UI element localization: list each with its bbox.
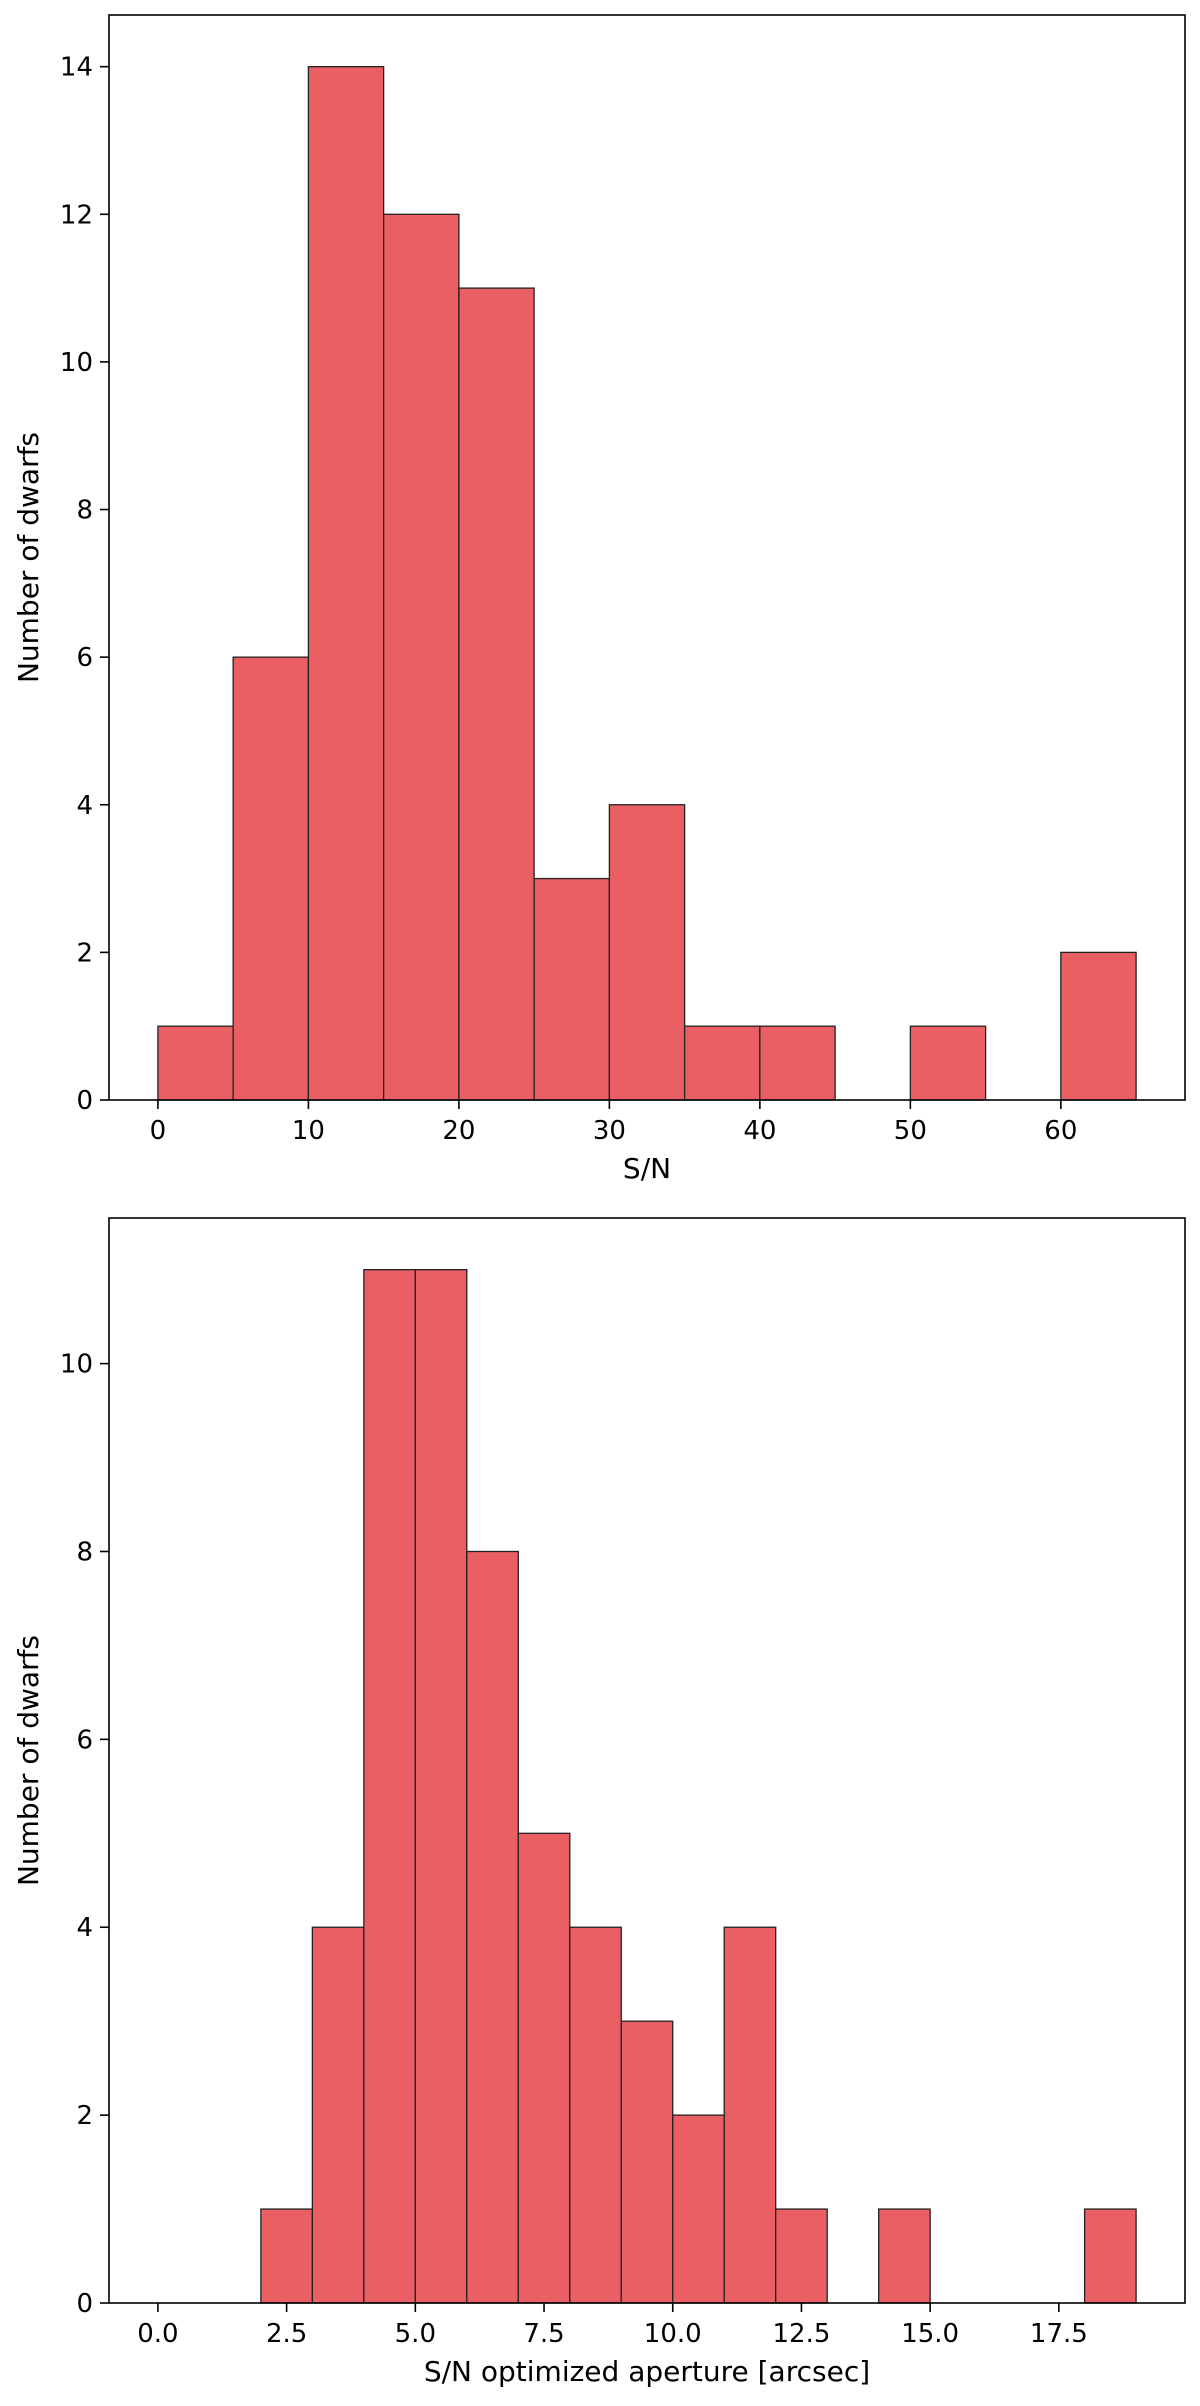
y-tick-label: 8 bbox=[76, 1537, 93, 1567]
histogram-bar bbox=[458, 287, 535, 1101]
histogram-bar bbox=[232, 656, 310, 1101]
histogram-bar bbox=[620, 2020, 674, 2304]
histogram-bar bbox=[1083, 2208, 1137, 2304]
histogram-bar bbox=[260, 2208, 314, 2304]
histogram-bar bbox=[363, 1269, 416, 2304]
histogram-bar bbox=[517, 1832, 571, 2304]
histogram-bar bbox=[414, 1269, 468, 2304]
x-tick-label: 50 bbox=[894, 1116, 927, 1146]
x-tick-label: 12.5 bbox=[773, 2319, 831, 2349]
x-tick-label: 17.5 bbox=[1030, 2319, 1088, 2349]
x-tick-label: 10 bbox=[292, 1116, 325, 1146]
histogram-bar bbox=[569, 1926, 622, 2304]
histogram-bar bbox=[307, 66, 385, 1101]
y-tick-label: 2 bbox=[76, 2101, 93, 2131]
histogram-panel-signal-to-noise: S/N Number of dwarfs 0 10 20 30 40 50 60 0 2 4 6 8 1… bbox=[12, 14, 1186, 1185]
x-tick-label: 30 bbox=[593, 1116, 626, 1146]
y-tick-label: 10 bbox=[60, 348, 93, 378]
histogram-bar bbox=[533, 877, 611, 1101]
x-tick-label: 0 bbox=[150, 1116, 167, 1146]
histogram-bar bbox=[608, 804, 686, 1101]
y-tick-label: 14 bbox=[60, 53, 93, 83]
x-tick-label: 20 bbox=[442, 1116, 475, 1146]
plot-frame bbox=[108, 14, 1186, 1101]
histogram-bar bbox=[466, 1550, 519, 2304]
x-tick-label: 10.0 bbox=[644, 2319, 702, 2349]
y-tick-label: 0 bbox=[76, 1086, 93, 1116]
x-tick-label: 0.0 bbox=[137, 2319, 178, 2349]
histogram-bar bbox=[683, 1025, 761, 1101]
histogram-bar bbox=[723, 1926, 777, 2304]
x-tick-label: 5.0 bbox=[395, 2319, 436, 2349]
y-tick-label: 8 bbox=[76, 496, 93, 526]
y-tick-label: 2 bbox=[76, 938, 93, 968]
histogram-bar bbox=[672, 2114, 725, 2304]
histogram-bar bbox=[775, 2208, 828, 2304]
x-tick-label: 2.5 bbox=[266, 2319, 307, 2349]
histogram-bar bbox=[878, 2208, 931, 2304]
y-tick-label: 4 bbox=[76, 791, 93, 821]
y-tick-label: 6 bbox=[76, 1725, 93, 1755]
histogram-panel-optimized-aperture: S/N optimized aperture [arcsec] Number o… bbox=[12, 1217, 1186, 2388]
histogram-bar bbox=[1060, 951, 1137, 1101]
x-tick-label: 60 bbox=[1044, 1116, 1077, 1146]
y-tick-label: 12 bbox=[60, 200, 93, 230]
plot-frame bbox=[108, 1217, 1186, 2304]
histogram-bar bbox=[909, 1025, 987, 1101]
histogram-bar bbox=[311, 1926, 365, 2304]
x-axis-title: S/N bbox=[623, 1152, 671, 1185]
y-tick-label: 4 bbox=[76, 1913, 93, 1943]
y-axis-title: Number of dwarfs bbox=[12, 1635, 45, 1886]
y-tick-label: 10 bbox=[60, 1350, 93, 1380]
histogram-bar bbox=[382, 213, 460, 1101]
histogram-bar bbox=[759, 1025, 836, 1101]
histogram-bar bbox=[157, 1025, 234, 1101]
x-axis-title: S/N optimized aperture [arcsec] bbox=[424, 2355, 870, 2388]
x-tick-label: 40 bbox=[743, 1116, 776, 1146]
x-tick-label: 15.0 bbox=[901, 2319, 959, 2349]
y-tick-label: 6 bbox=[76, 643, 93, 673]
y-axis-title: Number of dwarfs bbox=[12, 432, 45, 683]
x-tick-label: 7.5 bbox=[523, 2319, 564, 2349]
y-tick-label: 0 bbox=[76, 2289, 93, 2319]
